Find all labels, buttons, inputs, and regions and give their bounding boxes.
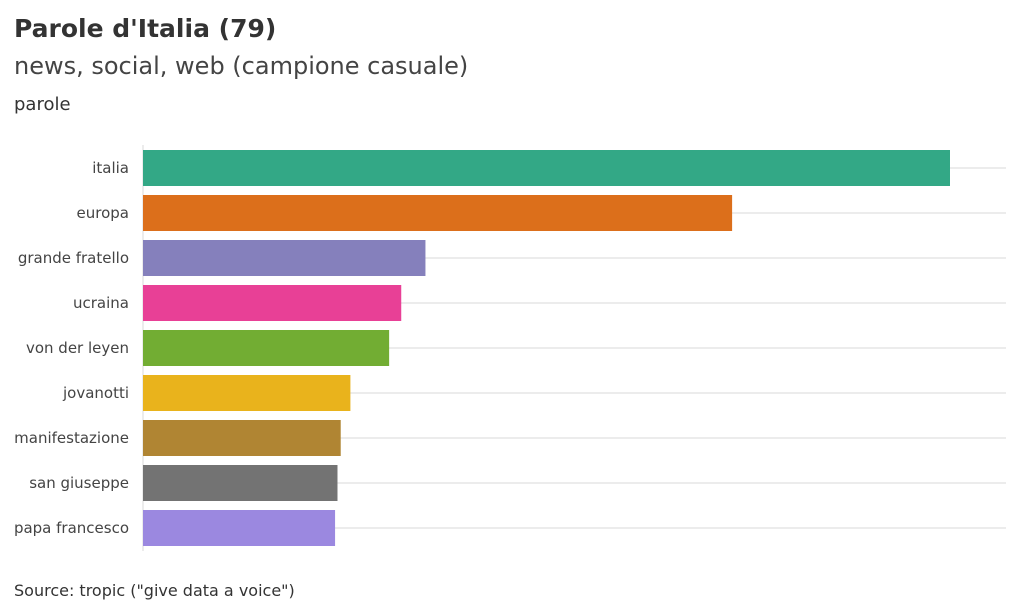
- category-label: grande fratello: [18, 249, 129, 267]
- category-labels: italia europa grande fratello ucraina von de…: [14, 159, 129, 537]
- category-label: europa: [77, 204, 129, 222]
- category-label: papa francesco: [14, 519, 129, 537]
- bar-ucraina: [143, 285, 402, 321]
- chart-subtitle: news, social, web (campione casuale): [14, 52, 469, 80]
- category-label: jovanotti: [62, 384, 129, 402]
- bar-papa-francesco: [143, 510, 336, 546]
- category-label: italia: [92, 159, 129, 177]
- bar-manifestazione: [143, 420, 341, 456]
- bar-italia: [143, 150, 950, 186]
- chart-title: Parole d'Italia (79): [14, 14, 277, 43]
- category-label: manifestazione: [14, 429, 129, 447]
- axis-caption: parole: [14, 94, 71, 115]
- category-label: ucraina: [73, 294, 129, 312]
- source-note: Source: tropic ("give data a voice"): [14, 581, 295, 600]
- bars: [143, 150, 950, 546]
- category-label: von der leyen: [26, 339, 129, 357]
- category-label: san giuseppe: [29, 474, 129, 492]
- bar-von-der-leyen: [143, 330, 390, 366]
- bar-europa: [143, 195, 733, 231]
- bar-grande-fratello: [143, 240, 426, 276]
- bar-san-giuseppe: [143, 465, 338, 501]
- bar-jovanotti: [143, 375, 351, 411]
